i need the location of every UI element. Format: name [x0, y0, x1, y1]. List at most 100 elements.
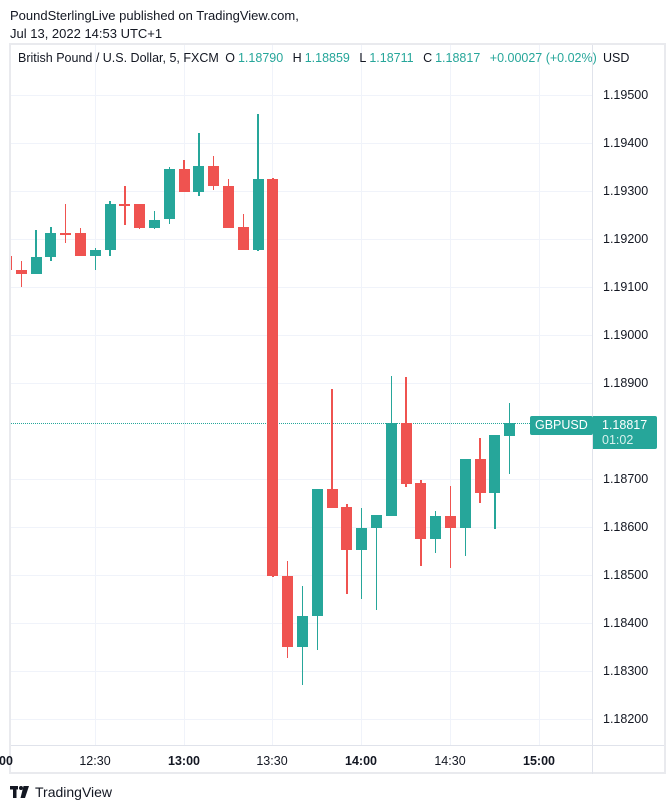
grid-line-horizontal: [11, 479, 592, 480]
candle-wick: [331, 388, 333, 502]
price-tick-label: 1.18900: [603, 376, 649, 390]
candle-body[interactable]: [474, 458, 486, 494]
grid-line-horizontal: [11, 671, 592, 672]
grid-line-horizontal: [11, 575, 592, 576]
candle-body[interactable]: [75, 233, 86, 256]
grid-line-horizontal: [11, 287, 592, 288]
candle-body[interactable]: [149, 219, 160, 229]
candle-body[interactable]: [252, 179, 264, 250]
candle-body[interactable]: [119, 204, 131, 206]
grid-line-vertical: [361, 45, 362, 745]
price-tick-label: 1.18700: [603, 472, 649, 486]
open-value: O 1.18790: [225, 51, 284, 65]
currency-label: USD: [603, 51, 630, 65]
grid-line-vertical: [95, 45, 96, 745]
candle-body[interactable]: [89, 249, 101, 256]
grid-line-horizontal: [11, 95, 592, 96]
candle-wick: [360, 507, 363, 599]
price-tick-label: 1.19100: [603, 280, 649, 294]
low-value: L 1.18711: [359, 51, 414, 65]
axis-corner: [592, 746, 593, 774]
candle-body[interactable]: [415, 482, 427, 539]
candle-body[interactable]: [356, 527, 368, 550]
candle-body[interactable]: [282, 576, 294, 647]
last-price-value: 1.18817: [602, 418, 648, 432]
candle-body[interactable]: [341, 506, 353, 550]
candle-body[interactable]: [208, 166, 220, 187]
price-tick-label: 1.18400: [603, 616, 649, 630]
close-value: C 1.18817: [423, 51, 481, 65]
time-tick-label: 13:30: [256, 754, 288, 768]
last-price-tag: 1.18817 01:02: [593, 416, 657, 449]
grid-line-horizontal: [11, 335, 592, 336]
candle-body[interactable]: [504, 422, 516, 436]
candle-body[interactable]: [45, 233, 57, 258]
candle-body[interactable]: [385, 422, 397, 516]
chart-plot-area[interactable]: [11, 45, 592, 745]
time-tick-label: 14:30: [434, 754, 466, 768]
candle-body[interactable]: [326, 488, 338, 508]
candle-wick: [198, 133, 200, 196]
last-price-line: [11, 422, 592, 424]
candle-body[interactable]: [267, 179, 279, 577]
candle-body[interactable]: [223, 186, 234, 229]
time-axis[interactable]: 00 12:30 13:00 13:30 14:00 14:30 15:00: [0, 745, 664, 774]
candle-body[interactable]: [30, 257, 42, 274]
grid-line-horizontal: [11, 191, 592, 192]
candle-body[interactable]: [11, 255, 12, 271]
grid-line-horizontal: [11, 527, 592, 528]
candle-body[interactable]: [237, 227, 249, 250]
candle-body[interactable]: [163, 168, 175, 219]
candle-body[interactable]: [134, 204, 146, 229]
price-tick-label: 1.19400: [603, 136, 649, 150]
candle-body[interactable]: [400, 422, 412, 484]
candle-body[interactable]: [371, 515, 382, 528]
publisher-info: PoundSterlingLive published on TradingVi…: [10, 7, 299, 43]
candle-body[interactable]: [459, 458, 471, 528]
candle-body[interactable]: [297, 615, 308, 647]
bar-countdown: 01:02: [602, 433, 634, 447]
price-tick-label: 1.19000: [603, 328, 649, 342]
grid-line-vertical: [539, 45, 540, 745]
candle-wick: [35, 230, 37, 274]
price-tick-label: 1.19300: [603, 184, 649, 198]
tradingview-logo[interactable]: TradingView: [10, 784, 112, 800]
price-tick-label: 1.18200: [603, 712, 649, 726]
time-tick-label: 12:30: [79, 754, 111, 768]
candle-body[interactable]: [104, 204, 116, 250]
time-tick-label: 15:00: [523, 754, 555, 768]
tradingview-logo-icon: [10, 786, 29, 798]
time-tick-label: 14:00: [345, 754, 377, 768]
symbol-price-tag: GBPUSD: [530, 416, 593, 435]
candle-body[interactable]: [489, 434, 501, 494]
time-tick-label: 00: [0, 754, 13, 768]
publisher-line: PoundSterlingLive published on TradingVi…: [10, 8, 299, 23]
candle-body[interactable]: [178, 168, 190, 192]
symbol-description: British Pound / U.S. Dollar, 5, FXCM: [18, 51, 219, 65]
grid-line-vertical: [184, 45, 185, 745]
price-tick-label: 1.18500: [603, 568, 649, 582]
grid-line-horizontal: [11, 383, 592, 384]
price-axis[interactable]: 1.19500 1.19400 1.19300 1.19200 1.19100 1.190…: [592, 45, 664, 745]
time-tick-label: 13:00: [168, 754, 200, 768]
candle-body[interactable]: [60, 233, 72, 235]
candle-wick: [64, 204, 67, 243]
grid-line-vertical: [450, 45, 451, 745]
candle-body[interactable]: [311, 488, 323, 616]
candle-body[interactable]: [193, 166, 205, 192]
change-value: +0.00027 (+0.02%): [489, 51, 597, 65]
candle-body[interactable]: [15, 270, 27, 274]
grid-line-horizontal: [11, 719, 592, 720]
brand-name: TradingView: [35, 784, 113, 800]
price-tick-label: 1.19200: [603, 232, 649, 246]
candle-body[interactable]: [430, 516, 442, 539]
candle-body[interactable]: [445, 516, 456, 528]
chart-frame: [9, 43, 666, 774]
high-value: H 1.18859: [292, 51, 350, 65]
price-tick-label: 1.19500: [603, 88, 649, 102]
grid-line-horizontal: [11, 239, 592, 240]
candle-wick: [375, 516, 378, 610]
candle-wick: [508, 402, 511, 474]
grid-line-horizontal: [11, 143, 592, 144]
publish-date: Jul 13, 2022 14:53 UTC+1: [10, 26, 163, 41]
